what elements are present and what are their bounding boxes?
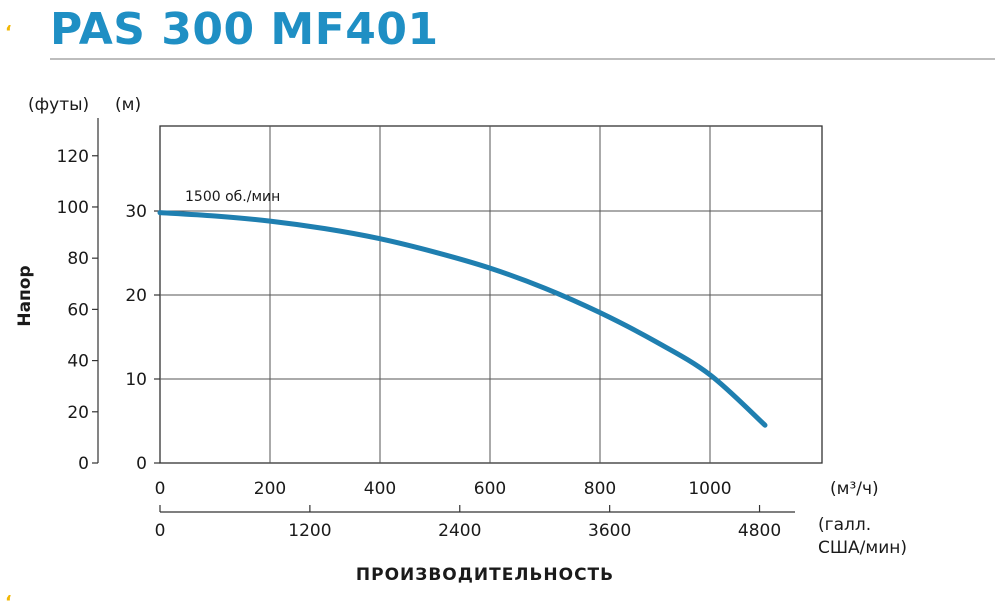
grid-lines [160, 126, 822, 463]
x-unit-gpm-line2: США/мин) [818, 538, 907, 558]
y-tick-label-ft: 0 [78, 454, 89, 474]
title-divider [50, 58, 995, 60]
y-axis-label: Напор [15, 265, 35, 326]
x-tick-label-gpm: 0 [155, 521, 166, 541]
y-tick-label-m: 20 [125, 286, 147, 306]
y-unit-meters: (м) [115, 95, 141, 115]
y-tick-label-ft: 80 [67, 249, 89, 269]
y-tick-label-ft: 100 [57, 198, 89, 218]
y-tick-label-ft: 20 [67, 403, 89, 423]
x-tick-label-m3h: 600 [474, 479, 506, 499]
x-unit-gpm-line1: (галл. [818, 515, 871, 535]
y-tick-label-ft: 120 [57, 147, 89, 167]
y-tick-label-ft: 60 [67, 300, 89, 320]
x-unit-m3h: (м³/ч) [830, 479, 879, 499]
x-tick-label-gpm: 4800 [738, 521, 781, 541]
x-axis-label: ПРОИЗВОДИТЕЛЬНОСТЬ [356, 565, 614, 585]
y-unit-feet: (футы) [28, 95, 89, 115]
x-tick-label-m3h: 200 [254, 479, 286, 499]
x-tick-label-m3h: 800 [584, 479, 616, 499]
x-tick-label-gpm: 1200 [288, 521, 331, 541]
y-tick-label-m: 10 [125, 370, 147, 390]
y-tick-label-m: 0 [136, 454, 147, 474]
x-tick-label-m3h: 1000 [688, 479, 731, 499]
x-tick-label-m3h: 400 [364, 479, 396, 499]
y-tick-label-ft: 40 [67, 352, 89, 372]
x-tick-label-gpm: 3600 [588, 521, 631, 541]
y-tick-label-m: 30 [125, 202, 147, 222]
x-tick-label-gpm: 2400 [438, 521, 481, 541]
series-group: 1500 об./мин [157, 189, 768, 428]
series-line-1500rpm [157, 210, 768, 428]
series-label-1500rpm: 1500 об./мин [185, 189, 280, 205]
chart-title: PAS 300 MF401 [50, 4, 439, 55]
x-tick-label-m3h: 0 [155, 479, 166, 499]
